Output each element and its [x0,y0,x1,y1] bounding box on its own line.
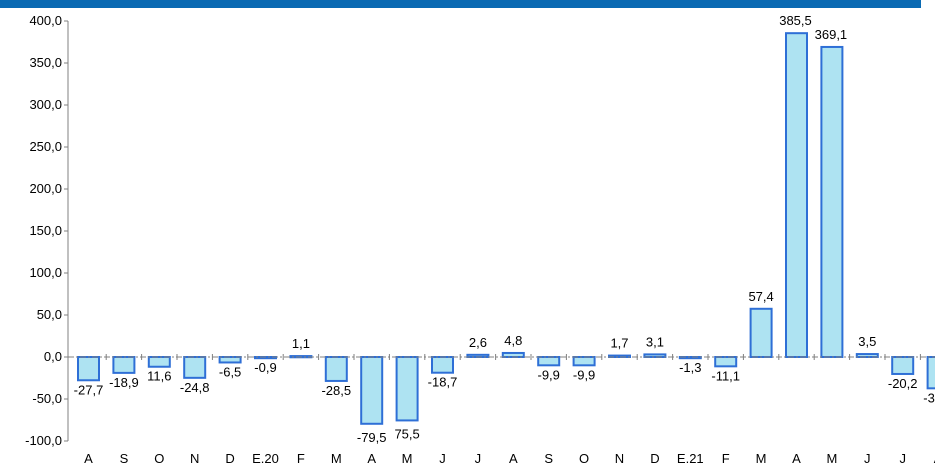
value-label: -28,5 [321,383,351,398]
bar [218,356,242,364]
value-label: -79,5 [357,430,387,445]
bar [926,356,935,390]
value-label: 11,6 [147,369,171,384]
value-label: -11,1 [711,368,740,383]
bar [678,356,702,360]
y-tick-label: 350,0 [29,55,62,70]
x-tick-label: O [579,451,589,466]
value-label: 385,5 [779,13,812,28]
value-label: 4,8 [504,333,522,348]
y-tick-label: 0,0 [44,349,62,364]
bar [714,356,738,368]
y-tick-label: 100,0 [29,265,62,280]
x-tick-label: E.21 [677,451,704,466]
bar [77,356,100,382]
value-label: -18,7 [428,375,458,390]
x-tick-label: O [154,451,164,466]
bar [537,356,561,367]
x-tick-label: S [544,451,553,466]
value-label: 75,5 [394,426,419,441]
x-tick-label: N [190,451,199,466]
value-label: -20,2 [888,376,918,391]
value-label: 1,1 [292,336,310,351]
value-label: 3,5 [858,334,876,349]
bar [324,356,348,382]
y-tick-label: -50,0 [32,391,62,406]
x-tick-label: D [650,451,659,466]
value-label: -24,8 [180,380,210,395]
x-tick-label: A [84,451,93,466]
x-tick-label: E.20 [252,451,279,466]
bar [360,356,384,425]
x-tick-label: M [756,451,767,466]
bar [855,353,879,358]
bar [431,356,454,374]
y-axis: 400,0 350,0 300,0 250,0 200,0 150,0 100,0 50,0 0… [25,13,69,448]
bar [572,356,596,367]
value-label: 369,1 [815,27,848,42]
value-label: -9,9 [537,367,559,382]
value-label: -6,5 [219,364,241,379]
y-tick-label: 400,0 [29,13,62,28]
bar [501,351,525,358]
y-tick-label: 50,0 [37,307,62,322]
bars [77,32,935,425]
x-tick-label: N [615,451,624,466]
bar [147,356,171,368]
x-axis: A S O N D E.20 F M A M J J A S O N D E.21 F M A M J J A [68,354,935,466]
bar [395,356,419,422]
x-tick-label: A [934,451,935,466]
x-tick-label: J [439,451,446,466]
y-tick-label: 300,0 [29,97,62,112]
header-bar [0,0,921,8]
bar [643,353,667,358]
y-tick-label: -100,0 [25,433,62,448]
value-label: -0,9 [254,360,276,375]
value-label: -27,7 [74,382,104,397]
x-tick-label: J [864,451,871,466]
x-tick-label: S [120,451,129,466]
value-label: 57,4 [748,289,773,304]
bar [891,356,915,375]
bar [749,307,773,358]
x-tick-label: A [367,451,376,466]
value-label: -1,3 [679,360,701,375]
bar [820,45,844,359]
x-tick-label: J [899,451,906,466]
value-label: -18,9 [109,375,139,390]
x-tick-label: M [331,451,342,466]
value-label: -9,9 [573,367,595,382]
x-tick-label: M [402,451,413,466]
value-label: 2,6 [469,335,487,350]
data-labels: -27,7 -18,9 11,6 -24,8 -6,5 -0,9 1,1 -28,5 -79,5… [74,13,935,445]
y-tick-label: 250,0 [29,139,62,154]
y-tick-label: 150,0 [29,223,62,238]
bar [183,356,207,379]
y-tick-label: 200,0 [29,181,62,196]
bar [608,354,631,358]
x-tick-label: F [297,451,305,466]
x-tick-label: M [826,451,837,466]
bar [112,356,136,374]
x-tick-label: J [475,451,482,466]
x-tick-label: D [225,451,234,466]
value-label: 1,7 [610,336,628,351]
value-label: -37,3 [923,390,935,405]
x-tick-label: A [509,451,518,466]
x-tick-label: F [722,451,730,466]
bar [785,32,808,359]
x-tick-label: A [792,451,801,466]
value-label: 3,1 [646,334,664,349]
